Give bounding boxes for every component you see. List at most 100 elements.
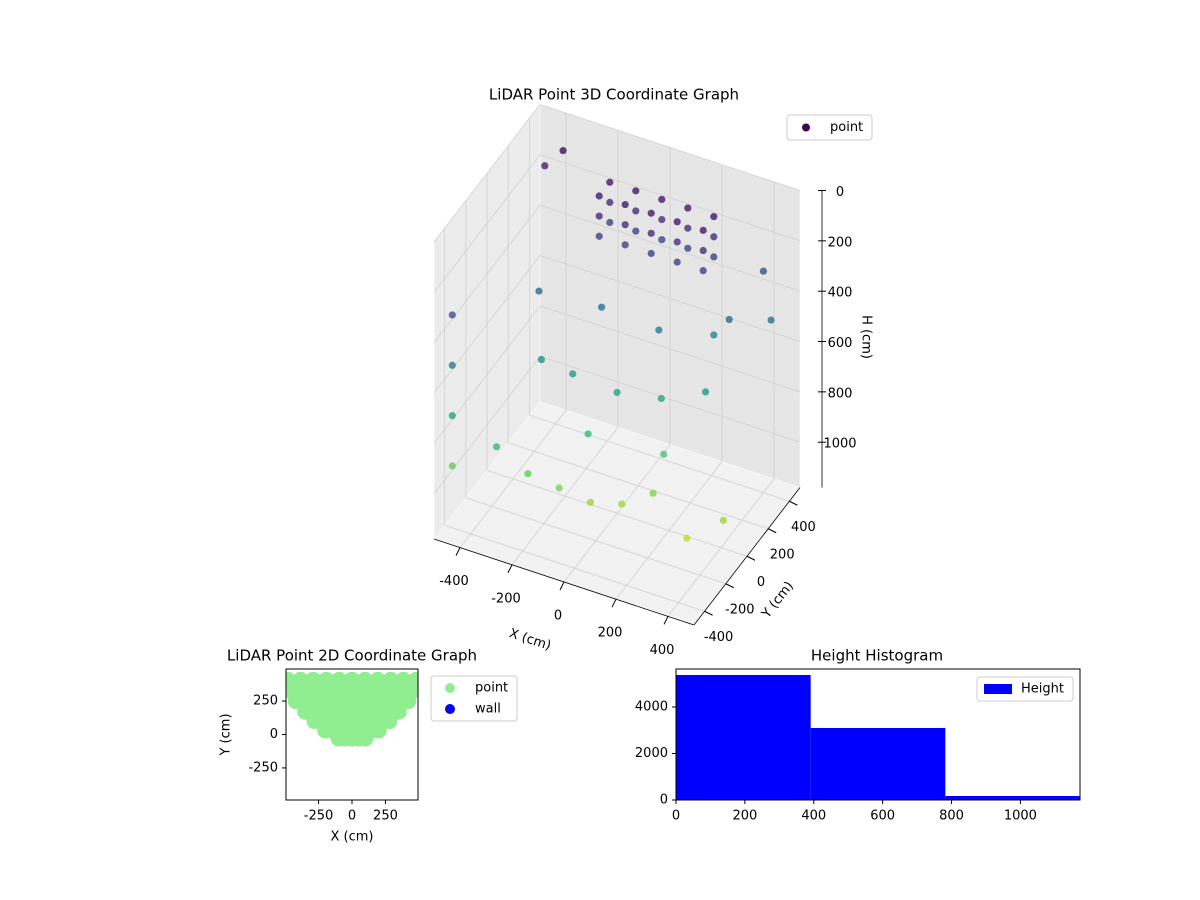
z-tick-label: 600: [828, 336, 853, 351]
grid-line: [433, 204, 541, 343]
legend-box: [976, 676, 1074, 702]
data-point: [657, 394, 665, 403]
legend-label: Height: [1021, 682, 1064, 697]
z-axis-label: H (cm): [859, 315, 874, 359]
data-point: [767, 316, 775, 324]
data-point: [647, 249, 655, 258]
data-point: [658, 195, 666, 204]
data-point: [395, 671, 412, 688]
data-point: [710, 233, 718, 241]
chart-title: Height Histogram: [811, 647, 943, 665]
data-point: [684, 204, 692, 212]
data-point: [759, 267, 768, 275]
grid-line: [444, 524, 705, 612]
grid-line: [486, 469, 748, 557]
x-tick-label: -200: [491, 591, 521, 606]
y-tick-label: -400: [704, 630, 734, 645]
x-tick-label: 400: [650, 643, 675, 658]
data-point: [699, 267, 707, 275]
data-point: [621, 200, 629, 209]
data-point: [618, 500, 626, 508]
data-point: [632, 227, 640, 235]
y-tick: [725, 583, 735, 589]
data-point: [595, 192, 603, 200]
grid-line: [465, 497, 726, 585]
grid-line: [433, 104, 541, 243]
x-tick-label: 0: [348, 809, 356, 824]
legend-marker: [445, 704, 455, 714]
data-point: [710, 331, 718, 339]
data-point: [586, 498, 595, 506]
data-point: [448, 462, 456, 470]
y-tick-label: 200: [770, 547, 795, 562]
data-point: [584, 430, 592, 438]
y-tick-label: 2000: [635, 746, 668, 761]
chart-title: LiDAR Point 2D Coordinate Graph: [227, 647, 477, 665]
data-point: [632, 207, 640, 215]
x-tick-label: 0: [554, 609, 562, 624]
data-point: [632, 187, 640, 195]
data-point: [606, 178, 614, 186]
x-tick-label: 800: [939, 809, 964, 824]
data-point: [621, 241, 629, 249]
z-tick-label: 0: [836, 185, 844, 200]
y-tick: [746, 555, 756, 561]
data-point: [725, 315, 733, 324]
data-point: [524, 470, 532, 478]
x-axis-label: X (cm): [331, 830, 374, 845]
data-point: [292, 671, 309, 688]
histogram-bar: [810, 727, 946, 800]
x-tick-label: 1000: [1004, 809, 1037, 824]
data-point: [356, 671, 373, 688]
y-tick-label: 250: [253, 694, 278, 709]
data-point: [655, 326, 663, 334]
data-point: [719, 516, 728, 524]
legend-box: [786, 114, 873, 141]
z-tick-label: 800: [828, 386, 853, 401]
z-tick-label: 1000: [823, 437, 856, 452]
data-point: [606, 218, 614, 227]
plot-area: [286, 671, 418, 747]
legend-marker: [984, 684, 1012, 694]
data-point: [683, 534, 691, 542]
data-point: [305, 671, 322, 688]
data-point: [699, 226, 707, 234]
data-point: [649, 489, 657, 497]
data-point: [369, 671, 386, 688]
x-tick-label: -250: [304, 809, 334, 824]
y-tick-label: 0: [757, 575, 765, 590]
axes-frame: [675, 668, 1081, 801]
y-tick-label: -250: [248, 760, 278, 775]
data-point: [710, 253, 718, 261]
data-point: [448, 361, 456, 369]
data-point: [606, 198, 614, 206]
data-point: [535, 287, 543, 295]
data-point: [555, 484, 563, 492]
legend-label: point: [830, 120, 863, 135]
data-point: [710, 213, 718, 221]
data-point: [673, 218, 681, 226]
data-point: [448, 311, 456, 319]
data-point: [344, 671, 360, 688]
z-tick-label: 400: [828, 286, 853, 301]
data-point: [621, 221, 629, 229]
data-point: [569, 370, 577, 378]
grid-line: [539, 154, 801, 242]
data-point: [673, 258, 681, 266]
x-tick-label: 0: [672, 809, 680, 824]
grid-line: [539, 355, 801, 443]
data-point: [382, 671, 399, 688]
data-point: [699, 246, 707, 255]
data-point: [493, 443, 501, 451]
data-point: [541, 162, 549, 170]
y-tick: [767, 528, 777, 534]
data-point: [658, 215, 666, 224]
data-point: [613, 388, 621, 397]
y-tick: [789, 500, 798, 506]
x-tick: [559, 581, 565, 591]
data-point: [647, 229, 655, 237]
data-point: [684, 224, 692, 232]
data-point: [673, 238, 681, 246]
x-tick: [663, 616, 669, 625]
